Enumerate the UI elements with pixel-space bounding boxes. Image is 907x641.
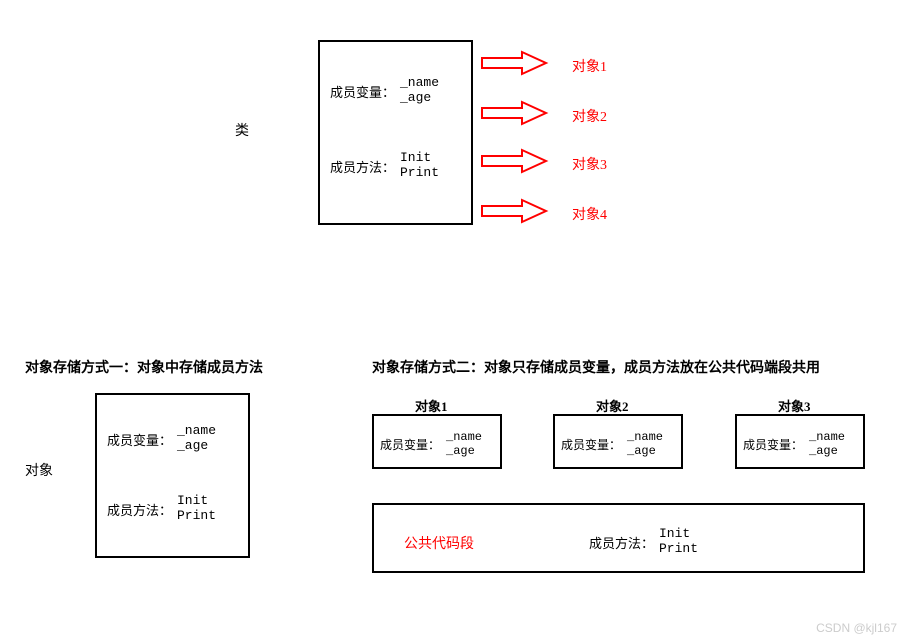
shared-code-box: 公共代码段 成员方法： Init Print [372, 503, 865, 573]
shared-label: 公共代码段 [404, 533, 474, 553]
target-1: 对象1 [572, 56, 607, 76]
obj1-var-label: 成员变量： [380, 436, 440, 453]
m1-method-1: Init [177, 493, 208, 508]
obj2-name: 对象2 [596, 396, 629, 415]
m1-var-label: 成员变量： [107, 430, 172, 449]
method1-box: 成员变量： _name _age 成员方法： Init Print [95, 393, 250, 558]
member-var-value-2: _age [400, 90, 431, 105]
shared-method-2: Print [659, 541, 698, 556]
target-2: 对象2 [572, 106, 607, 126]
shared-method-1: Init [659, 526, 690, 541]
watermark: CSDN @kjl167 [816, 621, 897, 635]
m1-method-label: 成员方法： [107, 500, 172, 519]
member-var-value-1: _name [400, 75, 439, 90]
obj2-var-1: _name [627, 430, 663, 444]
obj2-box: 成员变量： _name _age [553, 414, 683, 469]
m1-method-2: Print [177, 508, 216, 523]
member-var-label: 成员变量： [330, 82, 395, 101]
obj1-name: 对象1 [415, 396, 448, 415]
class-label: 类 [235, 120, 249, 140]
obj2-var-label: 成员变量： [561, 436, 621, 453]
object-label: 对象 [25, 460, 53, 480]
obj3-var-1: _name [809, 430, 845, 444]
method2-title: 对象存储方式二：对象只存储成员变量，成员方法放在公共代码端段共用 [372, 357, 820, 377]
method1-title: 对象存储方式一：对象中存储成员方法 [25, 357, 263, 377]
arrow-4 [480, 198, 550, 224]
obj1-box: 成员变量： _name _age [372, 414, 502, 469]
obj3-box: 成员变量： _name _age [735, 414, 865, 469]
member-method-label: 成员方法： [330, 157, 395, 176]
obj1-var-1: _name [446, 430, 482, 444]
obj2-var-2: _age [627, 444, 656, 458]
obj3-var-2: _age [809, 444, 838, 458]
obj1-var-2: _age [446, 444, 475, 458]
target-3: 对象3 [572, 154, 607, 174]
arrow-1 [480, 50, 550, 76]
member-method-value-2: Print [400, 165, 439, 180]
obj3-name: 对象3 [778, 396, 811, 415]
obj3-var-label: 成员变量： [743, 436, 803, 453]
target-4: 对象4 [572, 204, 607, 224]
member-method-value-1: Init [400, 150, 431, 165]
m1-var-2: _age [177, 438, 208, 453]
arrow-2 [480, 100, 550, 126]
class-box: 成员变量： _name _age 成员方法： Init Print [318, 40, 473, 225]
arrow-3 [480, 148, 550, 174]
m1-var-1: _name [177, 423, 216, 438]
shared-method-label: 成员方法： [589, 533, 654, 552]
